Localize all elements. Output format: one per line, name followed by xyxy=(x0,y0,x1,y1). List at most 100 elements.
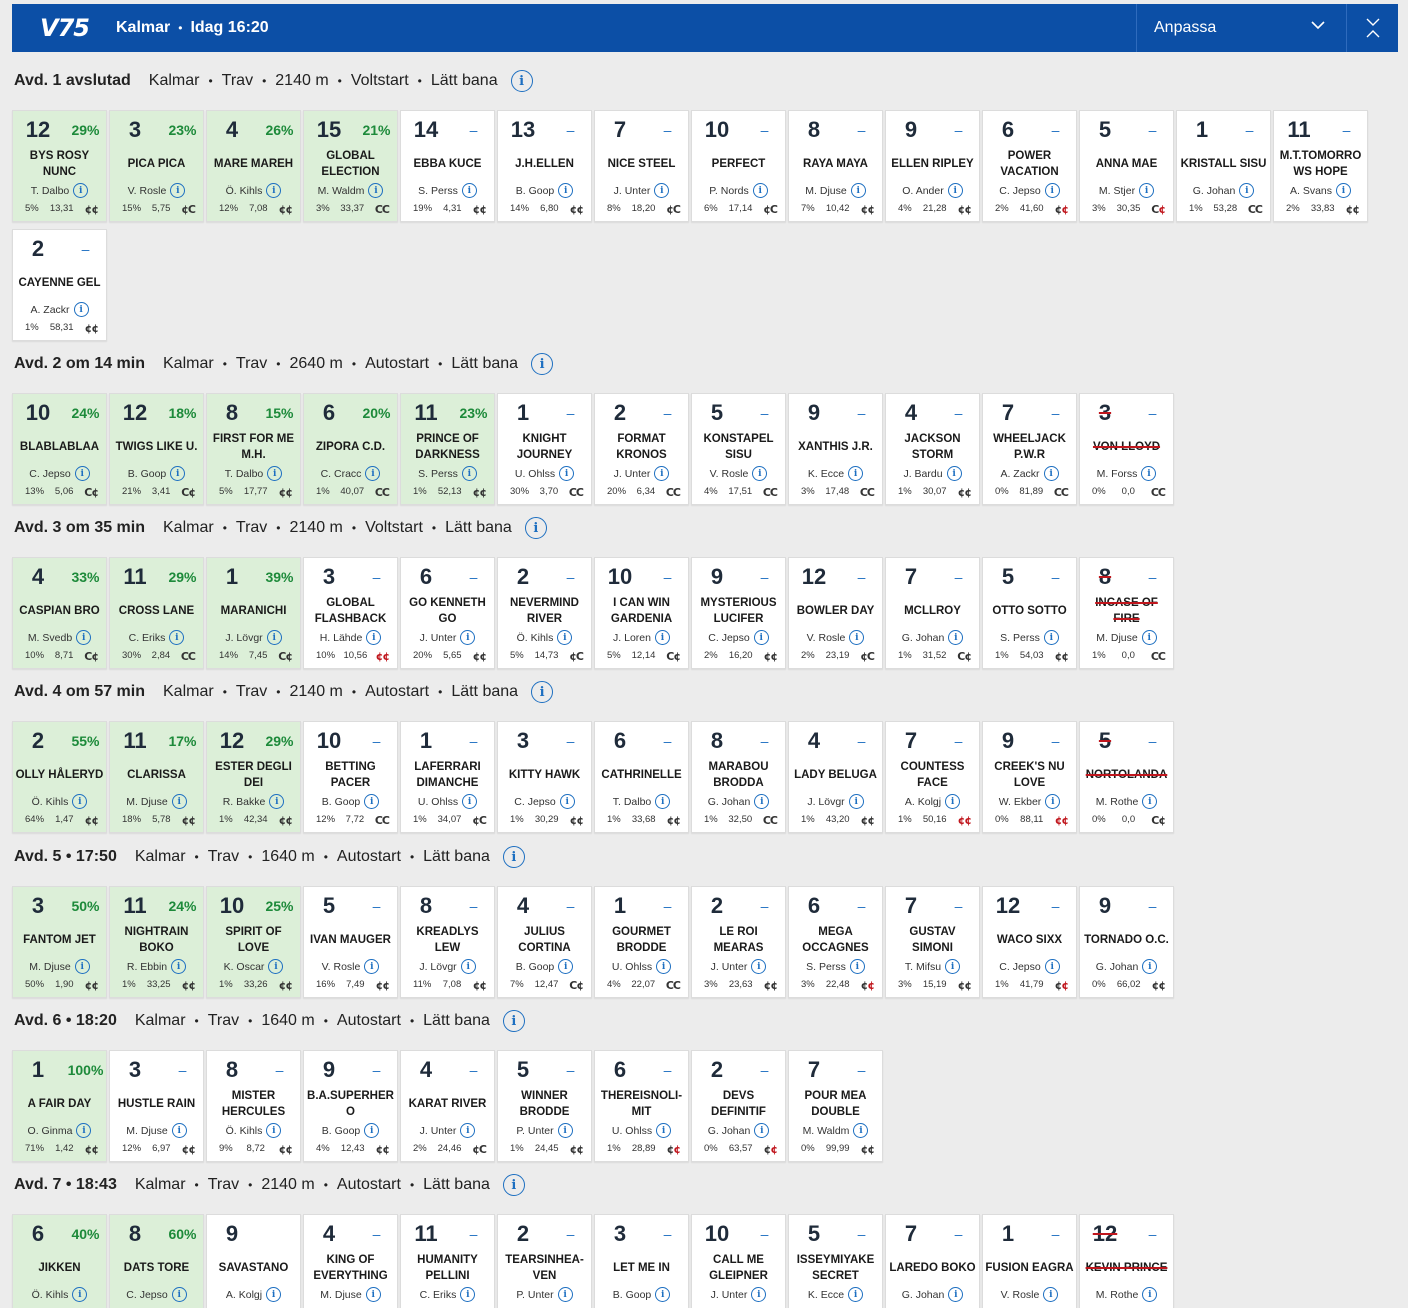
horse-card[interactable]: 9 – ELLEN RIPLEY O. Ander i 4% 21,28 ¢¢ xyxy=(885,110,980,222)
horse-card[interactable]: 1 100% A FAIR DAY O. Ginma i 71% 1,42 ¢¢ xyxy=(12,1050,107,1162)
info-icon[interactable]: i xyxy=(266,630,282,645)
horse-card[interactable]: 1 39% MARANICHI J. Lövgr i 14% 7,45 C¢ xyxy=(206,557,301,669)
horse-card[interactable]: 1 – LAFERRARI DIMANCHE U. Ohlss i 1% 34,07 ¢C xyxy=(400,721,495,833)
horse-card[interactable]: 10 24% BLABLABLAA C. Jepso i 13% 5,06 C¢ xyxy=(12,393,107,505)
info-icon[interactable]: i xyxy=(502,1010,525,1032)
horse-card[interactable]: 9 – XANTHIS J.R. K. Ecce i 3% 17,48 CC xyxy=(788,393,883,505)
info-icon[interactable]: i xyxy=(364,1123,380,1138)
info-icon[interactable]: i xyxy=(267,466,283,481)
horse-card[interactable]: 11 23% PRINCE OF DARKNESS S. Perss i 1% 52,13 ¢… xyxy=(400,393,495,505)
info-icon[interactable]: i xyxy=(558,183,574,198)
horse-card[interactable]: 8 60% DATS TORE C. Jepso i xyxy=(109,1214,204,1308)
horse-card[interactable]: 6 – CATHRINELLE T. Dalbo i 1% 33,68 ¢¢ xyxy=(594,721,689,833)
horse-card[interactable]: 8 – KREADLYS LEW J. Lövgr i 11% 7,08 ¢¢ xyxy=(400,886,495,998)
horse-card[interactable]: 13 – J.H.ELLEN B. Goop i 14% 6,80 ¢¢ xyxy=(497,110,592,222)
info-icon[interactable]: i xyxy=(1142,1287,1158,1302)
info-icon[interactable]: i xyxy=(948,1287,964,1302)
horse-card[interactable]: 6 – THEREISNOLI-MIT U. Ohlss i 1% 28,89 ¢¢ xyxy=(594,1050,689,1162)
horse-card[interactable]: 6 – GO KENNETH GO J. Unter i 20% 5,65 ¢¢ xyxy=(400,557,495,669)
horse-card[interactable]: 11 – M.T.TOMORRO WS HOPE A. Svans i 2% 33,83 ¢¢ xyxy=(1273,110,1368,222)
info-icon[interactable]: i xyxy=(848,466,864,481)
info-icon[interactable]: i xyxy=(945,959,961,974)
info-icon[interactable]: i xyxy=(461,466,477,481)
info-icon[interactable]: i xyxy=(364,794,380,809)
horse-card[interactable]: 10 – I CAN WIN GARDENIA J. Loren i 5% 12,14 C¢ xyxy=(594,557,689,669)
horse-card[interactable]: 5 – KONSTAPEL SISU V. Rosle i 4% 17,51 CC xyxy=(691,393,786,505)
horse-card[interactable]: 4 – LADY BELUGA J. Lövgr i 1% 43,20 ¢¢ xyxy=(788,721,883,833)
info-icon[interactable]: i xyxy=(557,1123,573,1138)
info-icon[interactable]: i xyxy=(268,959,284,974)
customize-dropdown[interactable]: Anpassa xyxy=(1136,4,1344,52)
info-icon[interactable]: i xyxy=(1043,466,1059,481)
info-icon[interactable]: i xyxy=(365,466,381,481)
info-icon[interactable]: i xyxy=(73,302,89,317)
horse-card[interactable]: 12 – BOWLER DAY V. Rosle i 2% 23,19 ¢C xyxy=(788,557,883,669)
info-icon[interactable]: i xyxy=(364,959,380,974)
info-icon[interactable]: i xyxy=(524,517,547,539)
info-icon[interactable]: i xyxy=(531,681,554,703)
horse-card[interactable]: 7 – GUSTAV SIMONI T. Mifsu i 3% 15,19 ¢¢ xyxy=(885,886,980,998)
horse-card[interactable]: 6 – MEGA OCCAGNES S. Perss i 3% 22,48 ¢¢ xyxy=(788,886,883,998)
horse-card[interactable]: 5 – NORTOLANDA M. Rothe i 0% 0,0 C¢ xyxy=(1079,721,1174,833)
info-icon[interactable]: i xyxy=(266,183,282,198)
horse-card[interactable]: 5 – ISSEYMIYAKE SECRET K. Ecce i xyxy=(788,1214,883,1308)
info-icon[interactable]: i xyxy=(753,630,769,645)
info-icon[interactable]: i xyxy=(853,1123,869,1138)
info-icon[interactable]: i xyxy=(945,794,961,809)
info-icon[interactable]: i xyxy=(1142,959,1158,974)
horse-card[interactable]: 2 – CAYENNE GEL A. Zackr i 1% 58,31 ¢¢ xyxy=(12,229,107,341)
horse-card[interactable]: 8 – MISTER HERCULES Ö. Kihls i 9% 8,72 ¢¢ xyxy=(206,1050,301,1162)
info-icon[interactable]: i xyxy=(170,183,186,198)
info-icon[interactable]: i xyxy=(559,794,575,809)
horse-card[interactable]: 3 – KITTY HAWK C. Jepso i 1% 30,29 ¢¢ xyxy=(497,721,592,833)
horse-card[interactable]: 3 – HUSTLE RAIN M. Djuse i 12% 6,97 ¢¢ xyxy=(109,1050,204,1162)
info-icon[interactable]: i xyxy=(1044,183,1060,198)
horse-card[interactable]: 1 – KRISTALL SISU G. Johan i 1% 53,28 CC xyxy=(1176,110,1271,222)
horse-card[interactable]: 3 – GLOBAL FLASHBACK H. Lähde i 10% 10,56 ¢¢ xyxy=(303,557,398,669)
horse-card[interactable]: 7 – COUNTESS FACE A. Kolgj i 1% 50,16 ¢¢ xyxy=(885,721,980,833)
horse-card[interactable]: 9 – TORNADO O.C. G. Johan i 0% 66,02 ¢¢ xyxy=(1079,886,1174,998)
info-icon[interactable]: i xyxy=(502,846,525,868)
info-icon[interactable]: i xyxy=(73,183,89,198)
info-icon[interactable]: i xyxy=(460,1287,476,1302)
info-icon[interactable]: i xyxy=(1139,183,1155,198)
horse-card[interactable]: 2 – TEARSINHEA-VEN P. Unter i xyxy=(497,1214,592,1308)
horse-card[interactable]: 2 55% OLLY HÅLERYD Ö. Kihls i 64% 1,47 ¢¢ xyxy=(12,721,107,833)
info-icon[interactable]: i xyxy=(461,183,477,198)
horse-card[interactable]: 10 – PERFECT P. Nords i 6% 17,14 ¢C xyxy=(691,110,786,222)
info-icon[interactable]: i xyxy=(655,1287,671,1302)
info-icon[interactable]: i xyxy=(654,630,670,645)
info-icon[interactable]: i xyxy=(1239,183,1255,198)
info-icon[interactable]: i xyxy=(557,1287,573,1302)
close-button[interactable] xyxy=(1346,4,1398,52)
horse-card[interactable]: 1 – KNIGHT JOURNEY U. Ohlss i 30% 3,70 CC xyxy=(497,393,592,505)
info-icon[interactable]: i xyxy=(1141,630,1157,645)
info-icon[interactable]: i xyxy=(74,466,90,481)
horse-card[interactable]: 9 – B.A.SUPERHER O B. Goop i 4% 12,43 ¢¢ xyxy=(303,1050,398,1162)
info-icon[interactable]: i xyxy=(460,630,476,645)
horse-card[interactable]: 10 – CALL ME GLEIPNER J. Unter i xyxy=(691,1214,786,1308)
info-icon[interactable]: i xyxy=(751,1287,767,1302)
horse-card[interactable]: 15 21% GLOBAL ELECTION M. Waldm i 3% 33,37 CC xyxy=(303,110,398,222)
info-icon[interactable]: i xyxy=(849,959,865,974)
info-icon[interactable]: i xyxy=(654,466,670,481)
horse-card[interactable]: 5 – IVAN MAUGER V. Rosle i 16% 7,49 ¢¢ xyxy=(303,886,398,998)
info-icon[interactable]: i xyxy=(947,183,963,198)
info-icon[interactable]: i xyxy=(510,70,533,92)
horse-card[interactable]: 7 – NICE STEEL J. Unter i 8% 18,20 ¢C xyxy=(594,110,689,222)
horse-card[interactable]: 3 50% FANTOM JET M. Djuse i 50% 1,90 ¢¢ xyxy=(12,886,107,998)
horse-card[interactable]: 6 20% ZIPORA C.D. C. Cracc i 1% 40,07 CC xyxy=(303,393,398,505)
horse-card[interactable]: 8 – INCASE OF FIRE M. Djuse i 1% 0,0 CC xyxy=(1079,557,1174,669)
horse-card[interactable]: 4 33% CASPIAN BRO M. Svedb i 10% 8,71 C¢ xyxy=(12,557,107,669)
horse-card[interactable]: 2 – DEVS DEFINITIF G. Johan i 0% 63,57 ¢¢ xyxy=(691,1050,786,1162)
horse-card[interactable]: 11 17% CLARISSA M. Djuse i 18% 5,78 ¢¢ xyxy=(109,721,204,833)
info-icon[interactable]: i xyxy=(849,630,865,645)
horse-card[interactable]: 14 – EBBA KUCE S. Perss i 19% 4,31 ¢¢ xyxy=(400,110,495,222)
horse-card[interactable]: 9 – CREEK'S NU LOVE W. Ekber i 0% 88,11 ¢¢ xyxy=(982,721,1077,833)
horse-card[interactable]: 5 – WINNER BRODDE P. Unter i 1% 24,45 ¢¢ xyxy=(497,1050,592,1162)
info-icon[interactable]: i xyxy=(171,959,187,974)
info-icon[interactable]: i xyxy=(76,630,92,645)
info-icon[interactable]: i xyxy=(76,1123,92,1138)
horse-card[interactable]: 11 29% CROSS LANE C. Eriks i 30% 2,84 CC xyxy=(109,557,204,669)
info-icon[interactable]: i xyxy=(269,794,285,809)
